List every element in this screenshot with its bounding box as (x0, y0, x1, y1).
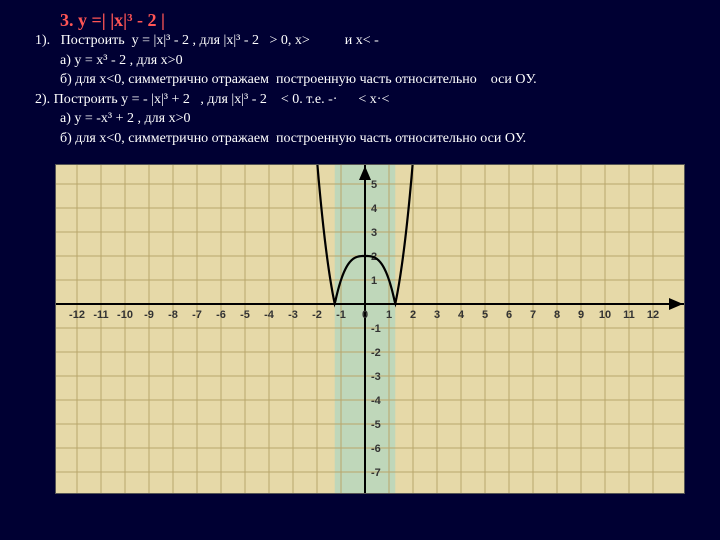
text-line-1: 1). Построить y = |x|³ - 2 , для |x|³ - … (35, 31, 700, 51)
svg-text:-4: -4 (264, 309, 275, 321)
svg-text:3: 3 (371, 227, 377, 239)
svg-text:-7: -7 (371, 467, 381, 479)
svg-text:11: 11 (623, 309, 635, 321)
chart-title: 3. y =| |x|³ - 2 | (60, 10, 700, 31)
svg-text:-8: -8 (168, 309, 178, 321)
svg-text:2: 2 (410, 309, 416, 321)
svg-text:1: 1 (386, 309, 392, 321)
svg-text:3: 3 (434, 309, 440, 321)
svg-text:4: 4 (371, 203, 378, 215)
svg-text:-11: -11 (93, 309, 108, 321)
svg-text:-4: -4 (371, 395, 382, 407)
svg-text:-5: -5 (240, 309, 250, 321)
svg-text:-2: -2 (371, 347, 381, 359)
svg-text:-10: -10 (117, 309, 133, 321)
svg-text:9: 9 (578, 309, 584, 321)
svg-text:10: 10 (599, 309, 611, 321)
text-line-2: а) y = x³ - 2 , для x>0 (60, 51, 700, 71)
svg-text:-7: -7 (192, 309, 202, 321)
svg-text:5: 5 (482, 309, 488, 321)
svg-text:-6: -6 (371, 443, 381, 455)
svg-text:-12: -12 (69, 309, 85, 321)
chart-container: -12-11-10-9-8-7-6-5-4-3-2-10123456789101… (55, 164, 700, 494)
svg-text:6: 6 (506, 309, 512, 321)
svg-text:-6: -6 (216, 309, 226, 321)
svg-text:0: 0 (362, 309, 368, 321)
svg-text:1: 1 (371, 275, 377, 287)
svg-text:-3: -3 (288, 309, 298, 321)
svg-text:-1: -1 (336, 309, 346, 321)
svg-text:-5: -5 (371, 419, 381, 431)
function-chart: -12-11-10-9-8-7-6-5-4-3-2-10123456789101… (55, 164, 685, 494)
svg-text:7: 7 (530, 309, 536, 321)
text-line-5: а) y = -x³ + 2 , для x>0 (60, 109, 700, 129)
svg-text:5: 5 (371, 179, 377, 191)
svg-text:8: 8 (554, 309, 560, 321)
text-line-3: б) для x<0, симметрично отражаем построе… (60, 70, 700, 90)
svg-text:12: 12 (647, 309, 659, 321)
svg-text:-2: -2 (312, 309, 322, 321)
svg-text:-1: -1 (371, 323, 381, 335)
svg-text:-9: -9 (144, 309, 154, 321)
text-line-6: б) для x<0, симметрично отражаем построе… (60, 129, 700, 149)
text-line-4: 2). Построить y = - |x|³ + 2 , для |x|³ … (35, 90, 700, 110)
svg-text:-3: -3 (371, 371, 381, 383)
svg-text:4: 4 (458, 309, 465, 321)
